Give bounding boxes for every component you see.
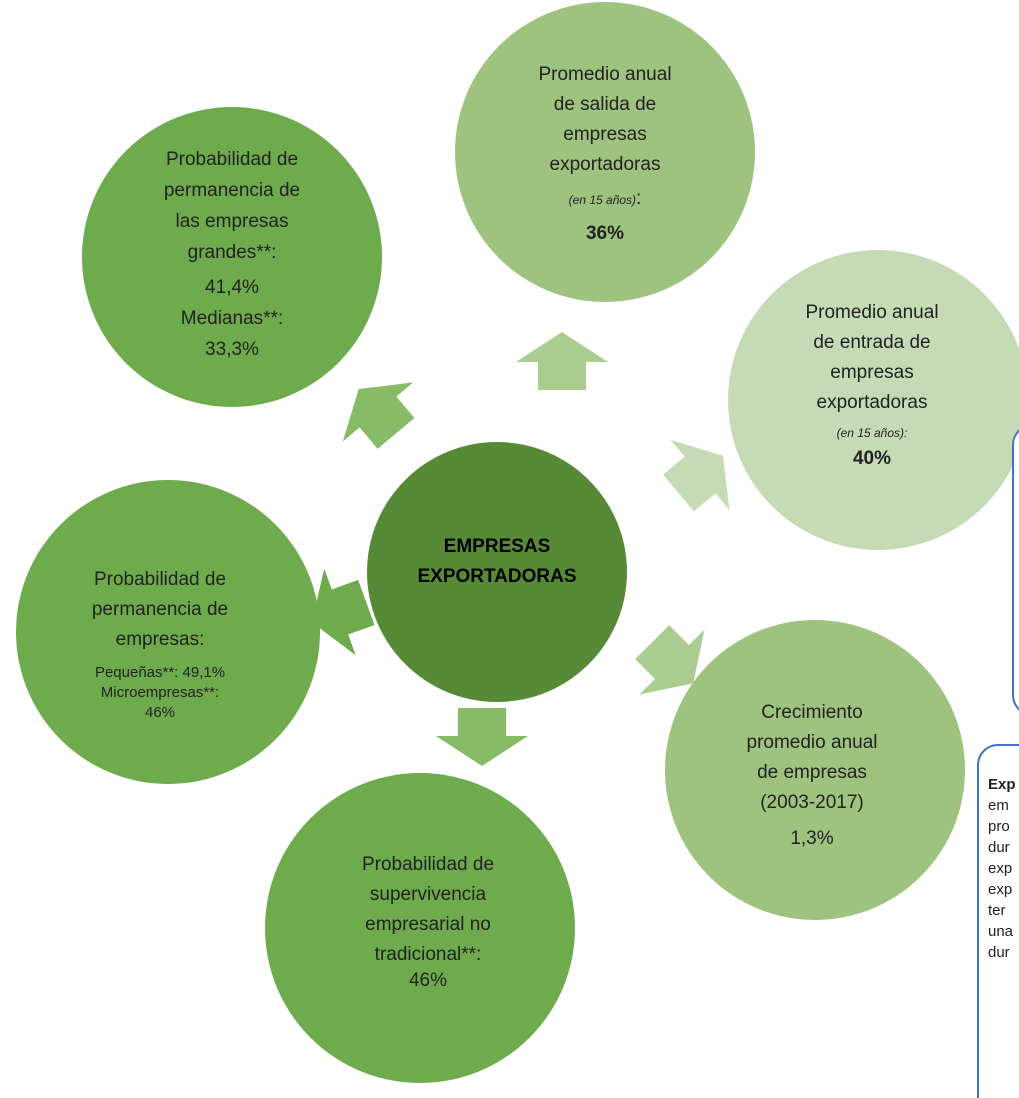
node-line: Promedio anual <box>805 302 939 323</box>
side-line: em <box>988 797 1009 814</box>
node-value: 46% <box>408 970 448 991</box>
node-top: Promedio anual de salida de empresas exp… <box>538 60 671 249</box>
arrow <box>436 708 528 766</box>
side-line: dur <box>988 839 1010 856</box>
node-line: tradicional**: <box>374 944 482 965</box>
node-value: 1,3% <box>790 828 834 849</box>
node-line: permanencia de <box>91 599 229 620</box>
circle-bottom <box>265 773 575 1083</box>
node-note: : <box>636 188 642 209</box>
arrow <box>635 625 705 695</box>
node-value: 40% <box>852 448 892 469</box>
circle-right <box>728 250 1019 550</box>
node-line: Promedio anual <box>538 64 672 85</box>
arrow <box>342 382 415 449</box>
side-box <box>977 744 1019 1098</box>
node-line: Probabilidad de <box>165 149 299 170</box>
side-title: Exp <box>988 776 1016 793</box>
circle-bottom-right <box>665 620 965 920</box>
node-note: (en 15 años): <box>836 426 908 440</box>
node-line: promedio anual <box>746 732 878 753</box>
node-line: de salida de <box>553 94 657 115</box>
node-top-left: Probabilidad de permanencia de las empre… <box>164 144 300 365</box>
node-line: supervivencia <box>369 884 487 905</box>
side-line: dur <box>988 944 1010 961</box>
node-line: exportadoras <box>549 154 661 175</box>
node-line: Crecimiento <box>761 702 863 723</box>
node-line: las empresas <box>175 211 289 232</box>
side-line: exp <box>988 881 1013 898</box>
node-value: 33,3% <box>205 339 259 360</box>
side-line: exp <box>988 860 1013 877</box>
node-line: EXPORTADORAS <box>417 566 577 587</box>
node-line: Probabilidad de <box>361 854 495 875</box>
circle-top-left <box>82 107 382 407</box>
circle-left <box>16 480 320 784</box>
node-line: Medianas**: <box>180 308 284 329</box>
node-line: de entrada de <box>813 332 931 353</box>
node-left: Probabilidad de permanencia de empresas:… <box>92 565 228 723</box>
arrow <box>516 332 608 390</box>
circle-top <box>455 2 755 302</box>
node-line: empresas <box>563 124 647 145</box>
side-line: ter <box>988 902 1006 919</box>
side-text: Exp em pro dur exp exp ter una dur <box>988 774 1016 963</box>
node-line: permanencia de <box>163 180 301 201</box>
node-line: Pequeñas**: 49,1% <box>94 664 226 681</box>
arrow <box>663 439 730 512</box>
node-line: (2003-2017) <box>760 792 864 813</box>
node-value: 41,4% <box>205 277 259 298</box>
node-value: 46% <box>144 704 176 721</box>
node-line: grandes**: <box>187 242 277 263</box>
side-line: pro <box>988 818 1010 835</box>
node-bottom: Probabilidad de supervivencia empresaria… <box>362 850 494 996</box>
node-line: de empresas <box>757 762 867 783</box>
arrow <box>311 568 375 656</box>
node-line: empresas: <box>115 629 205 650</box>
node-line: EMPRESAS <box>443 536 551 557</box>
circle-center <box>367 442 627 702</box>
node-right: Promedio anual de entrada de empresas ex… <box>805 298 938 474</box>
side-line: una <box>988 923 1014 940</box>
node-line: exportadoras <box>816 392 928 413</box>
node-line: Microempresas**: <box>100 684 220 701</box>
node-line: empresarial no <box>365 914 491 935</box>
node-line: Probabilidad de <box>93 569 227 590</box>
node-line: empresas <box>830 362 914 383</box>
node-note: (en 15 años) <box>568 193 637 207</box>
side-box <box>1012 429 1019 711</box>
node-value: 36% <box>585 223 625 244</box>
node-center: EMPRESAS EXPORTADORAS <box>417 532 576 592</box>
node-bottom-right: Crecimiento promedio anual de empresas (… <box>747 698 878 854</box>
